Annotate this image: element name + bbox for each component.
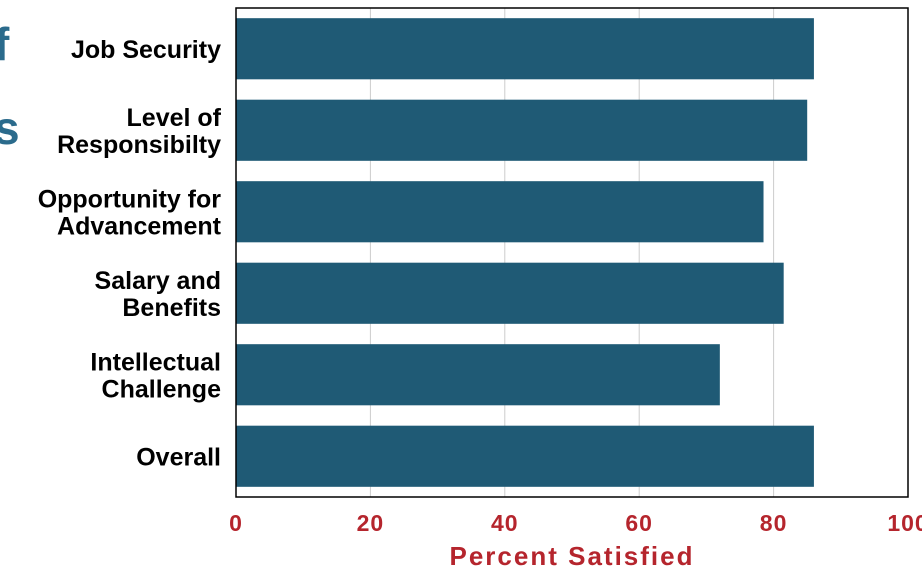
x-tick-labels: 0 20 40 60 80 100	[229, 510, 922, 536]
category-label-line: Benefits	[122, 294, 221, 322]
x-tick-label: 40	[491, 510, 519, 536]
category-label: Job Security	[71, 36, 221, 64]
category-label: Overall	[136, 443, 221, 471]
bar	[236, 425, 814, 487]
bar	[236, 262, 784, 324]
category-label: Level of Responsibilty	[57, 104, 222, 159]
bar	[236, 99, 808, 161]
category-label-line: Intellectual	[90, 348, 221, 376]
category-label-line: Advancement	[57, 212, 222, 240]
category-label-line: Level of	[127, 104, 222, 132]
x-tick-label: 100	[887, 510, 922, 536]
category-label-line: Salary and	[95, 267, 221, 295]
plot-area-frame	[235, 7, 909, 498]
x-axis-title: Percent Satisfied	[450, 541, 695, 571]
x-tick-label: 20	[357, 510, 385, 536]
bar	[236, 344, 720, 406]
category-label-line: Overall	[136, 443, 221, 471]
chart-title-clipped: f s	[0, 2, 20, 170]
x-tick-label: 60	[625, 510, 653, 536]
category-label-line: Challenge	[102, 375, 222, 403]
category-label-line: Job Security	[71, 36, 221, 64]
bar	[236, 181, 764, 243]
grid-lines	[369, 8, 775, 497]
chart-title-line-1: f	[0, 18, 10, 70]
category-label: Opportunity for Advancement	[38, 185, 222, 240]
category-labels: Job Security Level of Responsibilty Opportu…	[38, 36, 222, 472]
x-tick-label: 0	[229, 510, 243, 536]
x-tick-label: 80	[760, 510, 788, 536]
chart-title-line-2: s	[0, 102, 20, 154]
bar	[236, 18, 814, 80]
category-label-line: Opportunity for	[38, 185, 222, 213]
category-label: Salary and Benefits	[95, 267, 221, 322]
category-label: Intellectual Challenge	[90, 348, 221, 403]
bars	[236, 18, 814, 487]
category-label-line: Responsibilty	[57, 131, 221, 159]
